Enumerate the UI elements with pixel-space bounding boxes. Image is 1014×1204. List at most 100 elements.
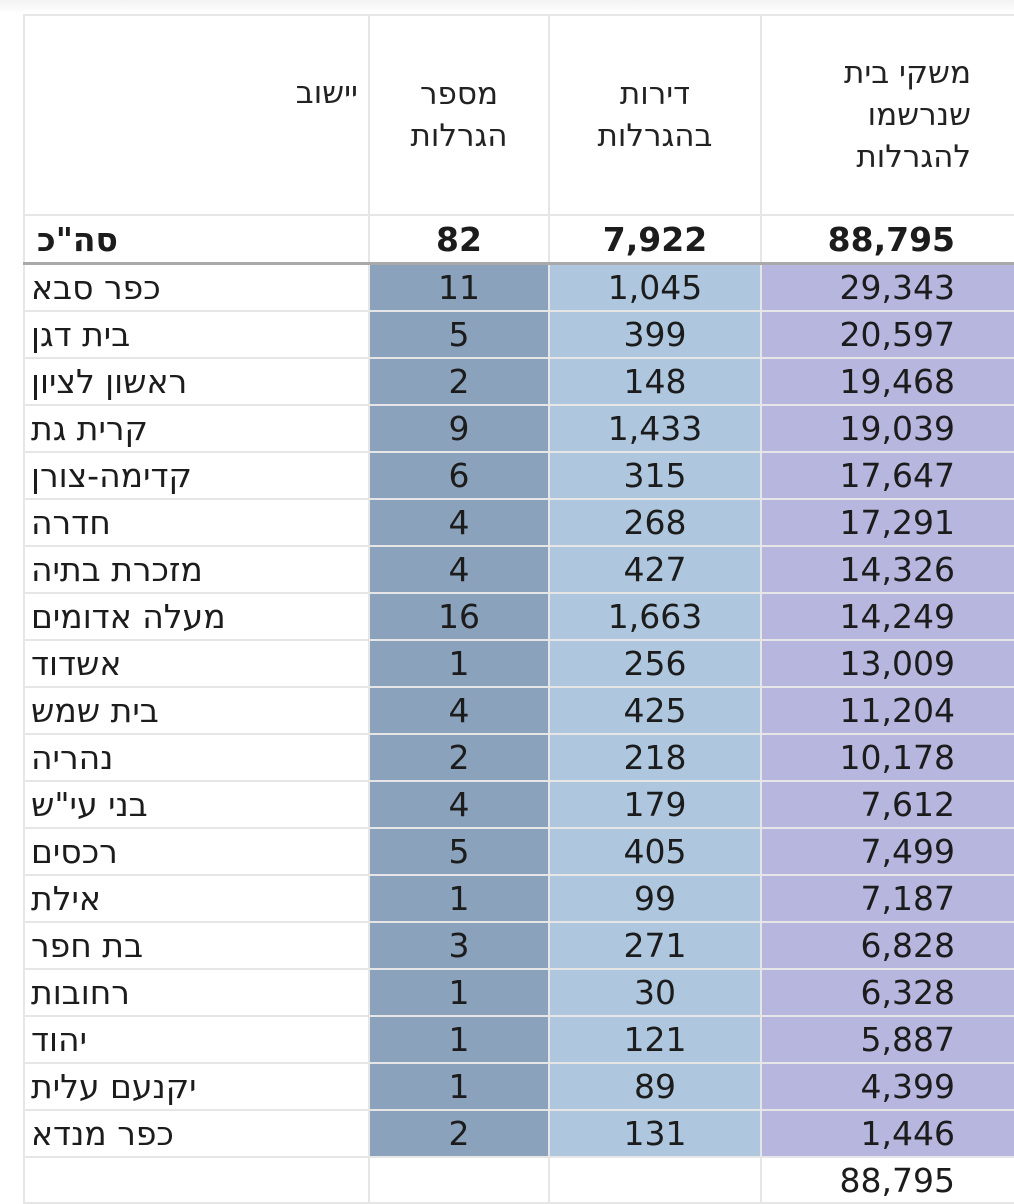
households-cell: 5,887 [760, 1015, 1014, 1064]
table-row: קרית גת 9 1,433 19,039 [23, 404, 1014, 453]
city-name: בית שמש [31, 691, 159, 730]
footer-empty-cell [23, 1156, 370, 1204]
apartments-cell: 30 [548, 968, 762, 1017]
lotteries-cell: 1 [368, 968, 550, 1017]
header-city-label: יישוב [295, 75, 358, 111]
lotteries-cell: 4 [368, 545, 550, 594]
total-row: סה"כ 82 7,922 88,795 [23, 214, 1014, 265]
city-name: קרית גת [31, 409, 148, 448]
city-name: בת חפר [31, 926, 144, 965]
apartments-cell: 268 [548, 498, 762, 547]
table-row: מעלה אדומים 16 1,663 14,249 [23, 592, 1014, 641]
lotteries-cell: 1 [368, 1062, 550, 1111]
apartments-cell: 1,663 [548, 592, 762, 641]
header-households: משקי בית שנרשמו להגרלות [760, 14, 1014, 216]
city-cell: בת חפר [23, 921, 370, 970]
lotteries-cell: 16 [368, 592, 550, 641]
table-row: אשדוד 1 256 13,009 [23, 639, 1014, 688]
apartments-cell: 148 [548, 357, 762, 406]
city-cell: ראשון לציון [23, 357, 370, 406]
households-cell: 11,204 [760, 686, 1014, 735]
households-cell: 14,249 [760, 592, 1014, 641]
city-name: בני עי"ש [31, 785, 148, 824]
total-lotteries: 82 [368, 214, 550, 265]
lotteries-cell: 3 [368, 921, 550, 970]
table-row: קדימה-צורן 6 315 17,647 [23, 451, 1014, 500]
city-name: קדימה-צורן [31, 456, 192, 495]
lotteries-cell: 4 [368, 498, 550, 547]
table-row: רכסים 5 405 7,499 [23, 827, 1014, 876]
apartments-cell: 131 [548, 1109, 762, 1158]
table-row: כפר מנדא 2 131 1,446 [23, 1109, 1014, 1158]
city-name: אילת [31, 879, 101, 918]
city-cell: בית שמש [23, 686, 370, 735]
city-name: אשדוד [31, 644, 122, 683]
city-name: ראשון לציון [31, 362, 188, 401]
footer-row: 88,795 [23, 1156, 1014, 1204]
city-cell: יקנעם עלית [23, 1062, 370, 1111]
table-row: יקנעם עלית 1 89 4,399 [23, 1062, 1014, 1111]
apartments-cell: 427 [548, 545, 762, 594]
city-name: רכסים [31, 832, 118, 871]
city-name: מזכרת בתיה [31, 550, 203, 589]
households-cell: 7,187 [760, 874, 1014, 923]
lotteries-cell: 5 [368, 827, 550, 876]
table-row: ראשון לציון 2 148 19,468 [23, 357, 1014, 406]
households-cell: 17,291 [760, 498, 1014, 547]
header-households-line: להגרלות [856, 139, 971, 175]
city-cell: חדרה [23, 498, 370, 547]
households-cell: 20,597 [760, 310, 1014, 359]
apartments-cell: 315 [548, 451, 762, 500]
lotteries-cell: 2 [368, 357, 550, 406]
apartments-cell: 1,045 [548, 262, 762, 312]
city-cell: נהריה [23, 733, 370, 782]
households-cell: 6,828 [760, 921, 1014, 970]
households-cell: 7,499 [760, 827, 1014, 876]
lotteries-cell: 5 [368, 310, 550, 359]
city-cell: קרית גת [23, 404, 370, 453]
households-cell: 4,399 [760, 1062, 1014, 1111]
header-lotteries-line: הגרלות [410, 118, 508, 154]
footer-households-sum: 88,795 [760, 1156, 1014, 1204]
header-households-line: שנרשמו [867, 97, 971, 133]
lotteries-cell: 1 [368, 639, 550, 688]
table-row: מזכרת בתיה 4 427 14,326 [23, 545, 1014, 594]
city-cell: מזכרת בתיה [23, 545, 370, 594]
apartments-cell: 256 [548, 639, 762, 688]
header-apartments: דירות בהגרלות [548, 14, 762, 216]
table-row: בית דגן 5 399 20,597 [23, 310, 1014, 359]
city-cell: אשדוד [23, 639, 370, 688]
table-row: בת חפר 3 271 6,828 [23, 921, 1014, 970]
header-row: יישוב מספר הגרלות דירות בהגרלות משקי בית… [23, 14, 1014, 216]
city-name: חדרה [31, 503, 111, 542]
city-cell: רחובות [23, 968, 370, 1017]
city-name: יהוד [31, 1020, 87, 1059]
households-cell: 7,612 [760, 780, 1014, 829]
apartments-cell: 399 [548, 310, 762, 359]
city-cell: אילת [23, 874, 370, 923]
footer-empty-cell [548, 1156, 762, 1204]
lotteries-cell: 1 [368, 874, 550, 923]
table-row: כפר סבא 11 1,045 29,343 [23, 262, 1014, 312]
lotteries-cell: 9 [368, 404, 550, 453]
total-label: סה"כ [23, 214, 370, 265]
city-name: נהריה [31, 738, 114, 777]
lotteries-cell: 2 [368, 733, 550, 782]
city-cell: קדימה-צורן [23, 451, 370, 500]
households-cell: 29,343 [760, 262, 1014, 312]
city-cell: כפר סבא [23, 262, 370, 312]
city-cell: בני עי"ש [23, 780, 370, 829]
apartments-cell: 405 [548, 827, 762, 876]
households-cell: 10,178 [760, 733, 1014, 782]
apartments-cell: 121 [548, 1015, 762, 1064]
city-name: מעלה אדומים [31, 597, 226, 636]
apartments-cell: 99 [548, 874, 762, 923]
city-cell: כפר מנדא [23, 1109, 370, 1158]
header-apartments-line: דירות [619, 76, 691, 112]
city-name: כפר מנדא [31, 1114, 174, 1153]
total-households: 88,795 [760, 214, 1014, 265]
city-cell: מעלה אדומים [23, 592, 370, 641]
households-cell: 6,328 [760, 968, 1014, 1017]
lotteries-cell: 1 [368, 1015, 550, 1064]
apartments-cell: 1,433 [548, 404, 762, 453]
